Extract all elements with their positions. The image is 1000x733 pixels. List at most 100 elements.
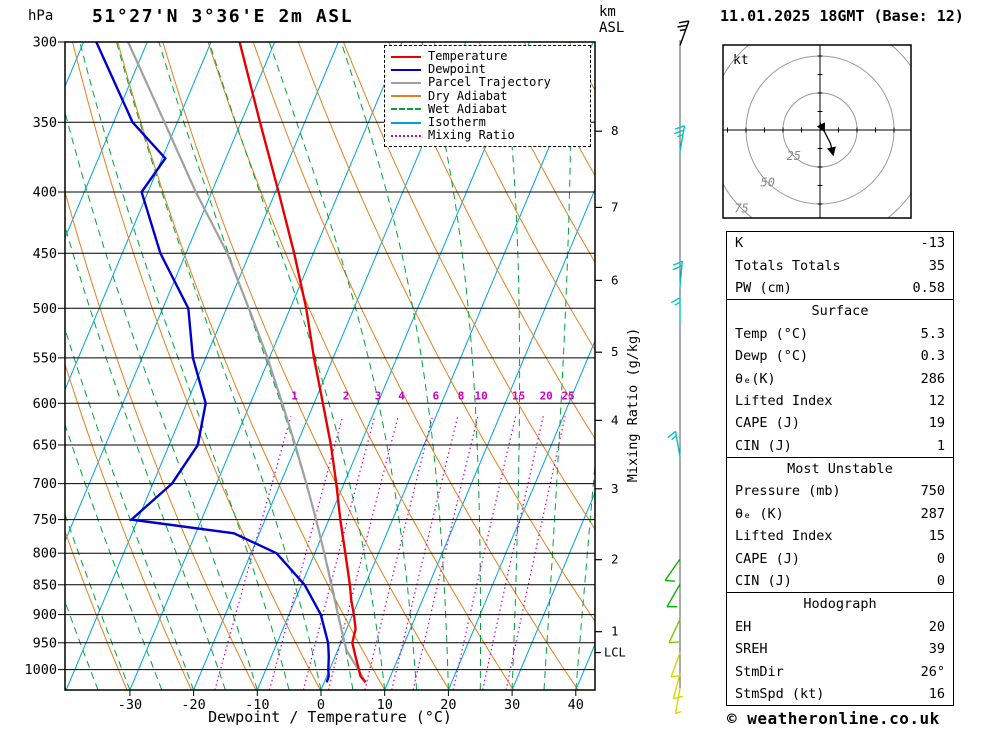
copyright-link[interactable]: © weatheronline.co.uk [727, 709, 940, 728]
temp-tick-label: 40 [568, 697, 584, 713]
mixing-ratio-labels: 1 2 3 4 6 8 10 15 20 25 [291, 389, 574, 402]
stat-label: CAPE (J) [735, 415, 801, 432]
legend-item: Isotherm [391, 116, 584, 129]
mixing-ratio-axis-label: Mixing Ratio (g/kg) [625, 328, 641, 482]
wind-barb [677, 20, 690, 46]
mixing-ratio-value: 4 [398, 389, 405, 402]
km-tick-label: 4 [611, 412, 619, 427]
stat-label: Pressure (mb) [735, 483, 841, 500]
stat-value: 19 [928, 415, 945, 432]
skewt-chart: Dewpoint / Temperature (°C) Mixing Ratio… [24, 35, 641, 727]
wind-barb [668, 619, 681, 644]
stats-group-indices: K -13 Totals Totals 35 PW (cm) 0.58 [726, 231, 954, 301]
stat-value: 20 [928, 618, 945, 635]
pressure-tick-label: 1000 [24, 662, 57, 678]
stat-row: CIN (J) 0 [727, 570, 953, 592]
altitude-unit-asl: ASL [599, 20, 625, 36]
pressure-lines [65, 41, 595, 671]
dry-adiabats [65, 42, 595, 690]
stat-label: PW (cm) [735, 279, 792, 296]
hodograph-ring-label: 50 [760, 175, 774, 189]
stat-label: CAPE (J) [735, 550, 801, 567]
stat-row: PW (cm) 0.58 [727, 277, 953, 299]
pressure-unit-label: hPa [28, 8, 54, 24]
km-tick-label: 5 [611, 344, 619, 359]
pressure-tick-label: 900 [33, 607, 57, 623]
stat-value: 39 [928, 641, 945, 658]
pressure-tick-label: 450 [33, 246, 57, 262]
mixing-ratio-value: 2 [343, 389, 350, 402]
mixing-ratio-value: 3 [375, 389, 382, 402]
stat-value: 0 [936, 550, 945, 567]
wind-barb [674, 125, 686, 152]
hodograph-ring-label: 25 [787, 149, 801, 163]
stat-label: Lifted Index [735, 392, 833, 409]
pressure-tick-label: 300 [33, 35, 57, 51]
stat-value: 286 [920, 370, 945, 387]
pressure-tick-label: 950 [33, 635, 57, 651]
stat-value: 5.3 [920, 325, 945, 342]
altitude-unit-label: km ASL [599, 4, 624, 36]
km-tick-label: 1 [611, 624, 619, 639]
stat-label: K [735, 235, 744, 252]
km-tick-label: 3 [611, 481, 619, 496]
pressure-axis: 300 350 400 450 500 550 600 650 700 750 800 850 900 9… [24, 35, 65, 678]
pressure-tick-label: 700 [33, 476, 57, 492]
stat-value: 287 [920, 505, 945, 522]
legend-line-sample [391, 55, 421, 58]
pressure-tick-label: 400 [33, 185, 57, 201]
legend-item: Mixing Ratio [391, 129, 584, 142]
altitude-unit-km: km [599, 4, 616, 20]
legend-line-sample [391, 108, 421, 111]
legend-label: Isotherm [428, 115, 486, 130]
legend-item: Dewpoint [391, 63, 584, 76]
stat-value: 35 [928, 257, 945, 274]
temp-tick-label: -20 [181, 697, 205, 713]
stat-label: Lifted Index [735, 528, 833, 545]
legend-item: Parcel Trajectory [391, 76, 584, 89]
mixing-ratio-value: 1 [291, 389, 298, 402]
hodograph-ring-label: 75 [734, 202, 748, 216]
temp-tick-label: -10 [245, 697, 269, 713]
station-title: 51°27'N 3°36'E 2m ASL [92, 6, 354, 27]
legend-line-sample [391, 95, 421, 98]
mixing-ratio-value: 6 [432, 389, 439, 402]
stat-row: θₑ(K) 286 [727, 367, 953, 389]
stat-row: Temp (°C) 5.3 [727, 323, 953, 345]
mixing-ratio-value: 10 [474, 389, 487, 402]
pressure-tick-label: 800 [33, 546, 57, 562]
stat-row: EH 20 [727, 616, 953, 638]
temp-tick-label: 20 [440, 697, 456, 713]
stat-value: -13 [920, 235, 945, 252]
km-tick-label: 8 [611, 123, 619, 138]
legend-label: Dewpoint [428, 62, 486, 77]
stat-value: 0 [936, 573, 945, 590]
stat-value: 0.3 [920, 348, 945, 365]
stats-tables: K -13 Totals Totals 35 PW (cm) 0.58 Surface Tem… [726, 231, 954, 707]
series-parcel-trajectory [127, 42, 367, 683]
stat-value: 15 [928, 528, 945, 545]
stat-label: SREH [735, 641, 768, 658]
km-tick-label: 6 [611, 272, 619, 287]
km-tick-label: 2 [611, 552, 619, 567]
hodograph-frame [722, 44, 912, 219]
stat-label: EH [735, 618, 752, 635]
stat-row: Pressure (mb) 750 [727, 480, 953, 502]
stat-row: CIN (J) 1 [727, 435, 953, 457]
hodograph-unit-label: kt [733, 53, 749, 68]
legend-label: Mixing Ratio [428, 128, 515, 143]
series-temperature [238, 42, 367, 684]
mixing-ratio-value: 25 [561, 389, 574, 402]
stat-row: Lifted Index 12 [727, 390, 953, 412]
legend-item: Dry Adiabat [391, 89, 584, 103]
stats-group-title: Surface [811, 303, 869, 320]
mixing-ratio-value: 8 [458, 389, 465, 402]
wind-barb [670, 297, 681, 324]
xaxis-label: Dewpoint / Temperature (°C) [208, 708, 452, 726]
hodograph-ring-labels: 25 50 75 [734, 149, 801, 215]
wind-barb-column [664, 20, 690, 715]
datetime-label: 11.01.2025 18GMT (Base: 12) [720, 7, 964, 25]
legend-line-sample [391, 121, 421, 124]
stat-row: CAPE (J) 0 [727, 547, 953, 569]
